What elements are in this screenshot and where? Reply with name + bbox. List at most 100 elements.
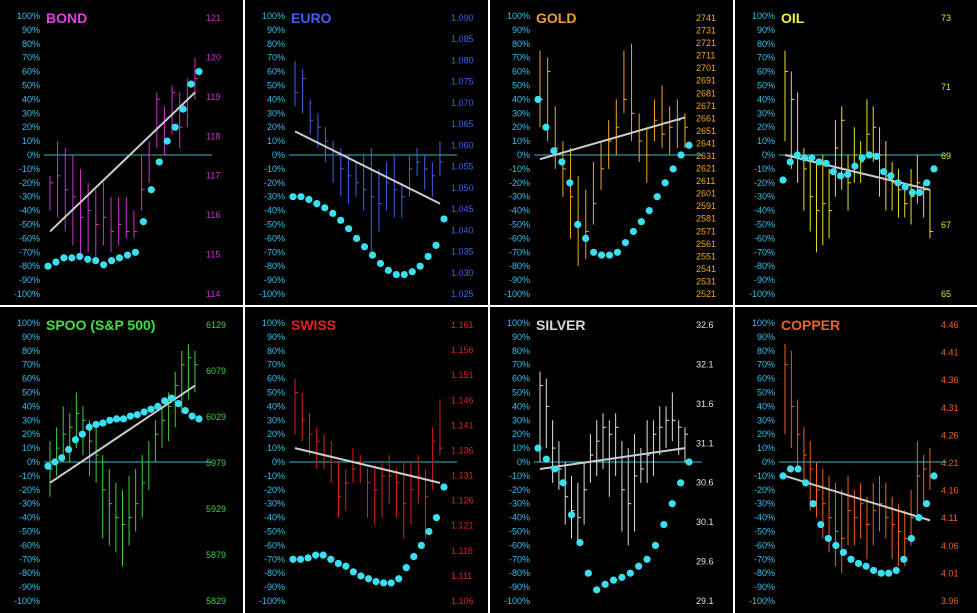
price-bar — [294, 60, 298, 107]
price-bar — [57, 141, 61, 218]
price-bar — [600, 141, 605, 190]
oscillator-dot — [195, 415, 203, 423]
percent-tick-label: -50% — [19, 220, 40, 230]
price-tick-label: 1.090 — [451, 13, 474, 23]
price-bar — [608, 120, 612, 169]
panel-silver: 100% 90% 80% 70% 60% 50% 40% 30% 20% 10% 0% -10% -20… — [490, 307, 733, 613]
oscillator-dot — [558, 158, 566, 166]
oscillator-dot — [319, 551, 327, 559]
price-tick-label: 2541 — [696, 264, 716, 274]
oscillator-dot — [349, 568, 357, 576]
oscillator-dot — [817, 520, 825, 529]
oscillator-dot — [327, 555, 335, 563]
price-tick-label: 3.96 — [941, 596, 959, 606]
price-bar — [554, 106, 559, 169]
percent-tick-label: -60% — [264, 540, 285, 550]
price-tick-label: 4.01 — [941, 568, 959, 578]
price-bar — [102, 182, 107, 246]
price-bar — [916, 441, 921, 518]
percent-tick-label: -10% — [509, 164, 530, 174]
trend-line — [539, 447, 686, 470]
oscillator-dot — [892, 566, 900, 575]
price-bar — [539, 50, 543, 128]
panel-swiss: 100% 90% 80% 70% 60% 50% 40% 30% 20% 10% 0% -10% -20… — [245, 307, 488, 613]
percent-tick-label: -30% — [19, 192, 40, 202]
price-bar — [141, 155, 145, 211]
price-bar — [585, 189, 589, 260]
oscillator-dot — [930, 472, 938, 480]
price-bar — [661, 85, 666, 149]
price-tick-label: 4.26 — [941, 430, 959, 440]
percent-tick-label: -20% — [754, 485, 775, 495]
price-tick-label: 6079 — [206, 366, 226, 376]
price-bar — [853, 127, 858, 183]
oscillator-dot — [107, 257, 116, 265]
percent-tick-label: -50% — [509, 527, 530, 537]
oscillator-dot — [916, 188, 924, 197]
oscillator-dot — [551, 465, 559, 473]
price-bar — [621, 441, 625, 532]
price-bar — [564, 462, 569, 525]
price-bar — [352, 448, 356, 483]
percent-tick-label: 0% — [762, 150, 775, 160]
oscillator-dot — [858, 154, 866, 162]
oscillator-dot — [779, 176, 787, 184]
price-bar — [308, 413, 313, 456]
price-tick-label: 1.050 — [451, 183, 474, 193]
price-bar — [64, 148, 69, 232]
percent-tick-label: -100% — [749, 596, 775, 606]
price-tick-label: 1.040 — [451, 225, 474, 235]
price-bar — [366, 468, 371, 518]
price-tick-label: 4.31 — [941, 403, 959, 413]
price-tick-label: 5929 — [206, 504, 226, 514]
price-bar — [439, 141, 443, 176]
percent-tick-label: 0% — [272, 150, 285, 160]
oscillator-dot — [305, 195, 313, 204]
price-tick-label: 115 — [206, 250, 220, 260]
price-bar — [417, 455, 422, 504]
percent-tick-label: 90% — [22, 25, 40, 35]
price-bar — [135, 468, 139, 532]
percent-tick-label: 50% — [512, 81, 530, 91]
percent-tick-label: -70% — [19, 247, 40, 257]
oscillator-dot — [360, 243, 369, 251]
price-tick-label: 2621 — [696, 164, 716, 174]
price-tick-label: 1.085 — [451, 34, 474, 44]
price-bar — [128, 475, 133, 546]
price-bar — [168, 392, 172, 442]
panel-title: COPPER — [781, 317, 841, 333]
percent-tick-label: -40% — [19, 206, 40, 216]
percent-tick-label: 20% — [22, 429, 40, 439]
oscillator-dot — [334, 559, 342, 568]
percent-tick-label: -10% — [754, 164, 775, 174]
price-bar — [784, 343, 788, 435]
percent-tick-label: -80% — [509, 568, 530, 578]
price-bar — [340, 148, 344, 197]
oscillator-dot — [440, 215, 448, 223]
oscillator-dot — [677, 479, 685, 487]
price-bar — [408, 155, 413, 197]
price-tick-label: 116 — [206, 210, 220, 220]
percent-tick-label: -100% — [504, 596, 530, 606]
oscillator-dot — [653, 193, 661, 201]
price-bar — [562, 141, 566, 197]
price-bar — [332, 141, 337, 183]
oscillator-dot — [395, 575, 403, 583]
price-bar — [822, 468, 826, 539]
percent-tick-label: 70% — [512, 53, 530, 63]
oscillator-dot — [877, 569, 885, 577]
oscillator-dot — [417, 541, 425, 549]
price-tick-label: 2581 — [696, 214, 716, 224]
price-bar — [784, 50, 788, 142]
percent-tick-label: -60% — [509, 233, 530, 243]
oscillator-dot — [660, 520, 668, 529]
price-bar — [80, 168, 84, 260]
oscillator-dot — [408, 268, 416, 276]
percent-tick-label: -90% — [754, 582, 775, 592]
price-bar — [809, 441, 814, 511]
percent-tick-label: -10% — [509, 471, 530, 481]
oscillator-dot — [908, 188, 917, 197]
oscillator-dot — [794, 465, 802, 473]
price-bar — [325, 127, 329, 162]
price-bar — [790, 350, 795, 449]
